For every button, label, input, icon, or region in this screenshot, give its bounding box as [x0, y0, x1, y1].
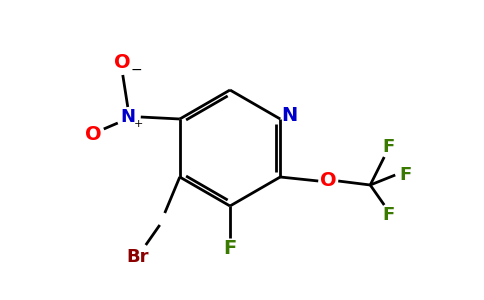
Text: O: O: [86, 125, 102, 145]
Text: F: F: [382, 138, 394, 156]
Text: F: F: [399, 166, 411, 184]
Text: F: F: [224, 238, 237, 257]
Text: O: O: [320, 172, 336, 190]
Text: N: N: [120, 108, 135, 126]
Text: F: F: [382, 206, 394, 224]
Text: +: +: [134, 119, 143, 129]
Text: N: N: [281, 106, 297, 125]
Text: O: O: [114, 52, 131, 71]
Text: Br: Br: [126, 248, 149, 266]
Text: −: −: [131, 63, 143, 77]
